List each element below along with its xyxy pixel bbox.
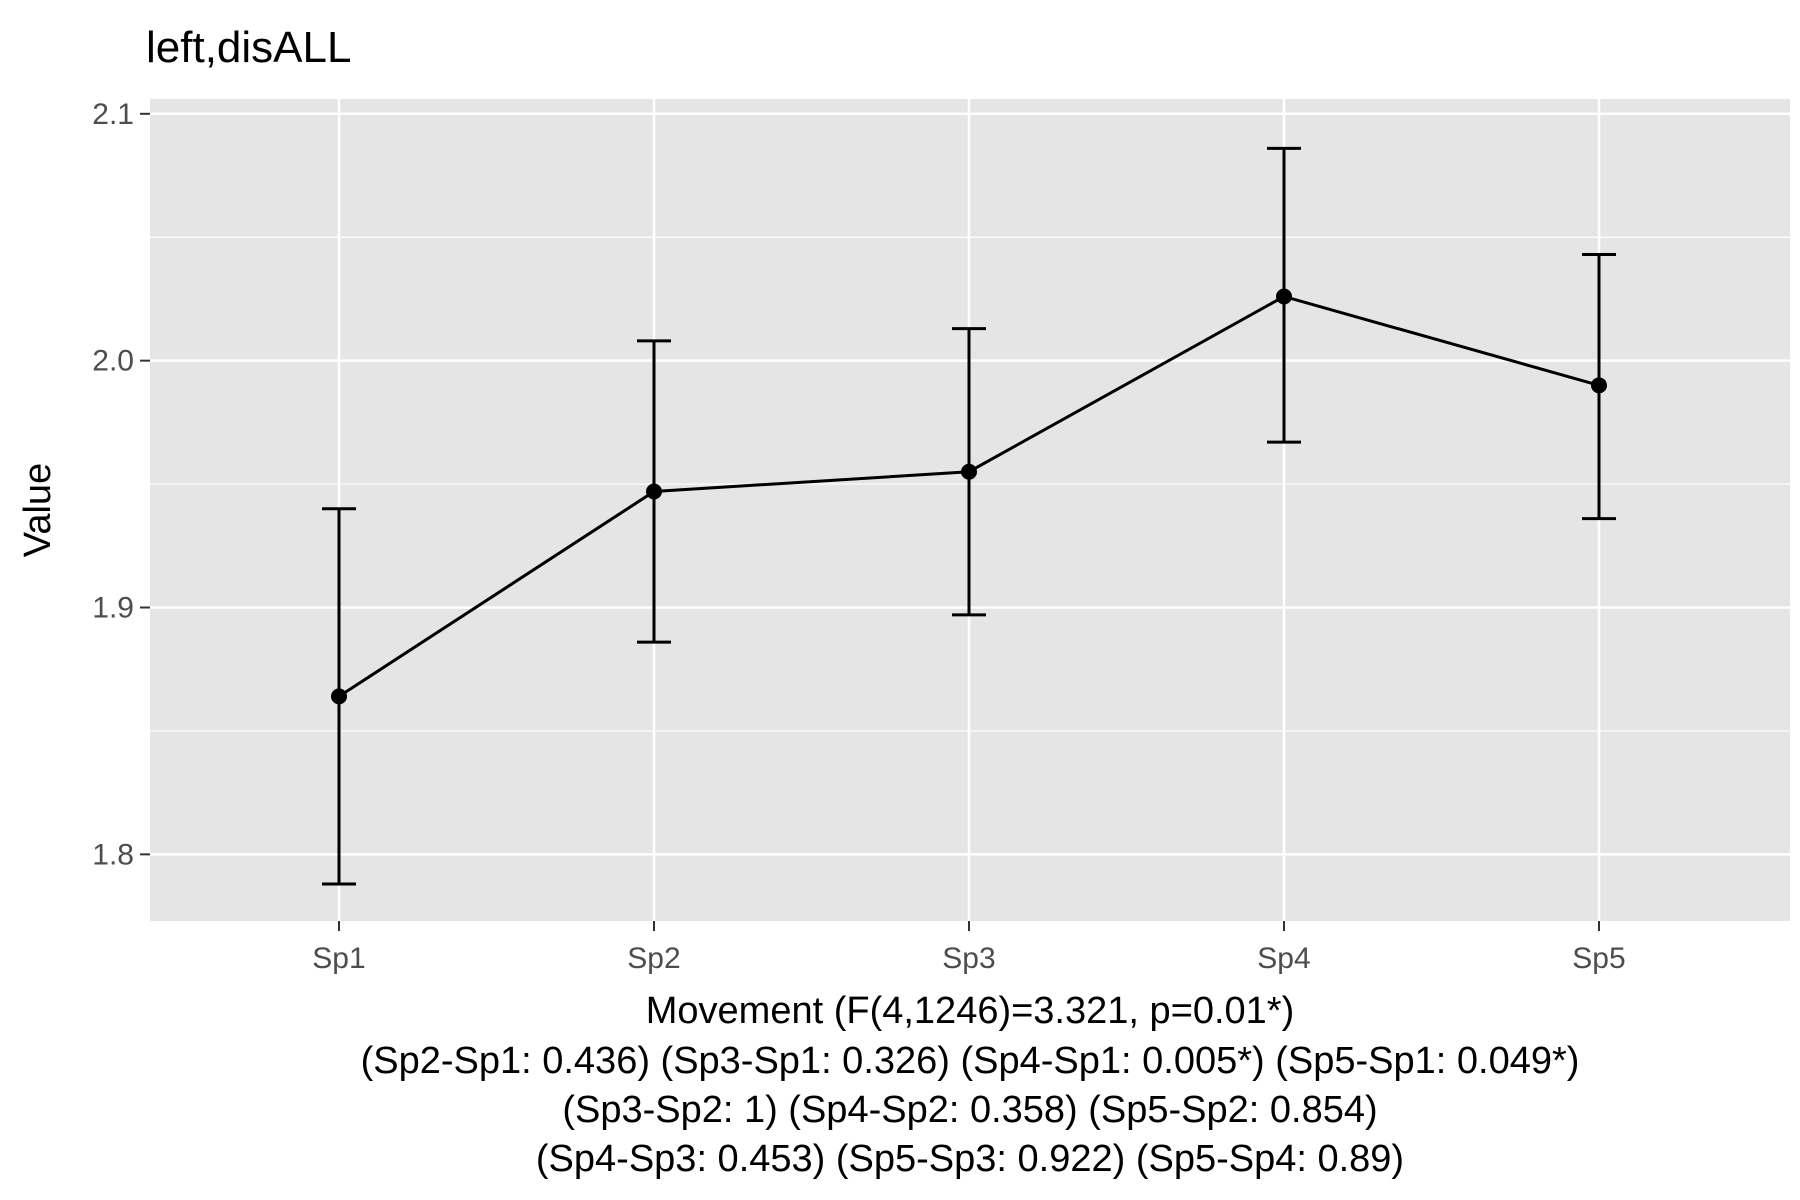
data-points — [331, 288, 1607, 705]
x-axis-label-line-1: Movement (F(4,1246)=3.321, p=0.01*) — [646, 990, 1295, 1032]
y-tick-label: 1.9 — [92, 592, 134, 625]
x-tick-label: Sp5 — [1572, 942, 1625, 975]
data-point — [961, 463, 977, 480]
x-axis: Sp1 Sp2 Sp3 Sp4 Sp5 — [312, 921, 1626, 975]
data-point — [646, 483, 662, 500]
data-point — [1276, 288, 1292, 305]
y-tick-label: 2.1 — [92, 98, 134, 131]
y-tick-label: 2.0 — [92, 345, 134, 378]
x-axis-label: Movement (F(4,1246)=3.321, p=0.01*) (Sp2… — [361, 990, 1580, 1180]
data-point — [331, 688, 347, 705]
x-tick-label: Sp4 — [1257, 942, 1310, 975]
y-axis-label: Value — [17, 463, 59, 557]
x-tick-label: Sp2 — [627, 942, 680, 975]
chart-title: left,disALL — [146, 23, 351, 72]
x-tick-label: Sp1 — [312, 942, 365, 975]
x-axis-label-line-2: (Sp2-Sp1: 0.436) (Sp3-Sp1: 0.326) (Sp4-S… — [361, 1040, 1580, 1082]
x-axis-label-line-4: (Sp4-Sp3: 0.453) (Sp5-Sp3: 0.922) (Sp5-S… — [536, 1138, 1404, 1180]
data-point — [1591, 377, 1607, 394]
y-axis: 1.8 1.9 2.0 2.1 — [92, 98, 150, 871]
y-tick-label: 1.8 — [92, 838, 134, 871]
x-tick-label: Sp3 — [942, 942, 995, 975]
x-axis-label-line-3: (Sp3-Sp2: 1) (Sp4-Sp2: 0.358) (Sp5-Sp2: … — [562, 1089, 1377, 1131]
